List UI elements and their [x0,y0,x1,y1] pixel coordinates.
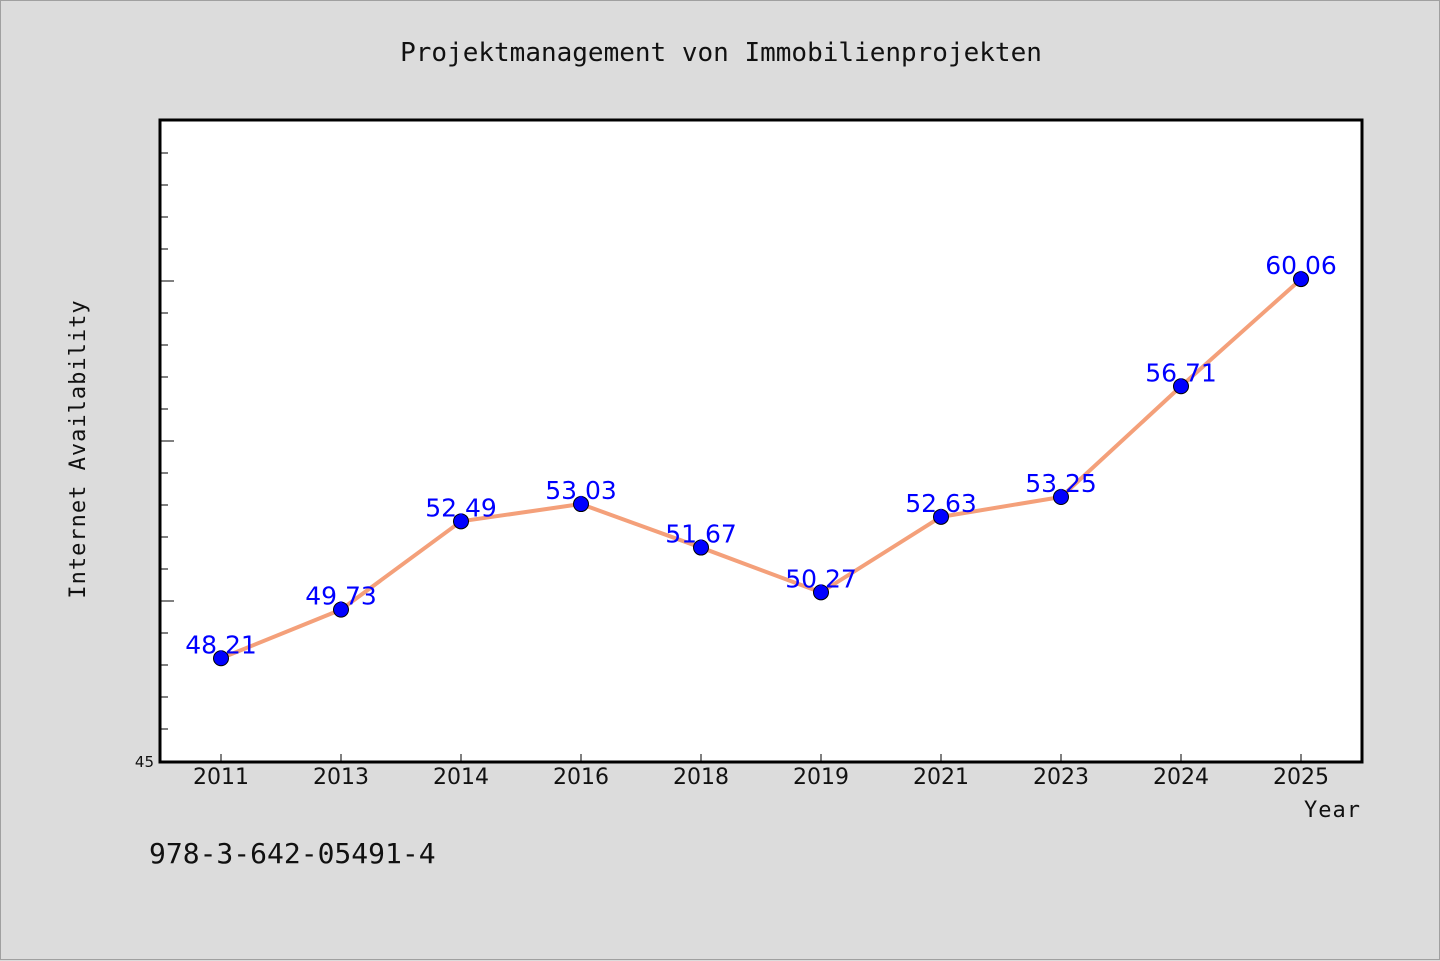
data-label: 48.21 [185,630,257,659]
x-tick-label: 2024 [1153,765,1209,790]
data-label: 53.03 [545,476,617,505]
data-point [933,508,949,525]
y-axis-ticks [161,152,174,730]
x-tick-label: 2011 [193,765,249,790]
series-markers [213,271,1309,667]
data-point [333,601,349,618]
chart-title: Projektmanagement von Immobilienprojekte… [400,38,1042,68]
data-point [693,539,709,556]
data-label: 56.71 [1145,358,1217,387]
data-label: 53.25 [1025,469,1097,498]
x-tick-label: 2019 [793,765,849,790]
x-axis-ticks: 2011 2013 2014 2016 2018 2019 2021 2023 2024 2025 [193,754,1329,790]
data-label: 52.63 [905,489,977,518]
data-label: 49.73 [305,582,377,611]
data-point [453,513,469,530]
y-tick-label: 45 [135,753,154,771]
data-label: 51.67 [665,520,737,549]
data-point [573,496,589,513]
x-tick-label: 2023 [1033,765,1089,790]
data-label: 52.49 [425,493,497,522]
data-point [213,650,229,667]
data-point [1293,271,1309,288]
data-point [813,584,829,601]
data-point [1173,378,1189,395]
x-tick-label: 2025 [1273,765,1329,790]
data-point [1053,489,1069,505]
series-line [219,277,1303,661]
data-label: 60.06 [1265,251,1337,280]
plot-area [158,118,1364,764]
x-tick-label: 2014 [433,765,489,790]
isbn-footnote: 978-3-642-05491-4 [149,837,436,870]
x-axis-label: Year [1304,798,1361,823]
x-tick-label: 2021 [913,765,969,790]
data-label: 50.27 [785,564,857,593]
x-tick-label: 2018 [673,765,729,790]
series-polyline [219,277,1303,661]
y-axis-label: Internet Availability [66,299,91,598]
x-tick-label: 2013 [313,765,369,790]
data-labels: 48.21 49.73 52.49 53.03 51.67 50.27 52.63 53.25… [185,251,1337,659]
x-tick-label: 2016 [553,765,609,790]
